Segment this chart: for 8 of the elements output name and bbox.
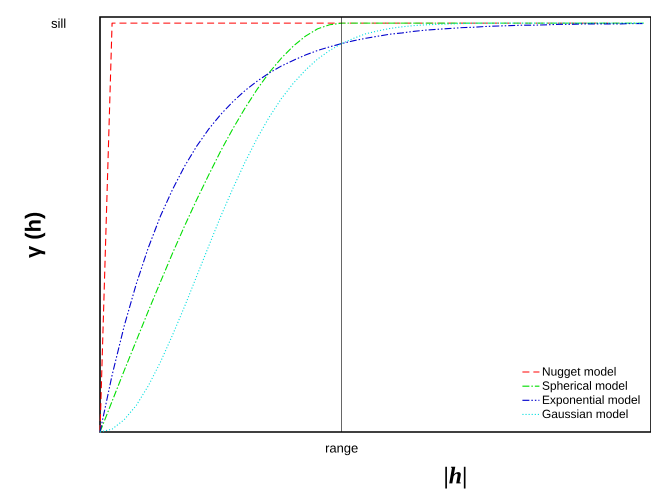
text: sill (51, 18, 66, 28)
legend-label: Nugget model (542, 366, 616, 378)
x-axis-title: |h| (445, 466, 466, 489)
legend-label: Spherical model (542, 381, 627, 392)
y-axis-title: γ (h) (24, 212, 46, 258)
text: range (326, 446, 358, 456)
legend-label: Gaussian model (542, 409, 628, 418)
legend-label: Exponential model (542, 395, 640, 406)
